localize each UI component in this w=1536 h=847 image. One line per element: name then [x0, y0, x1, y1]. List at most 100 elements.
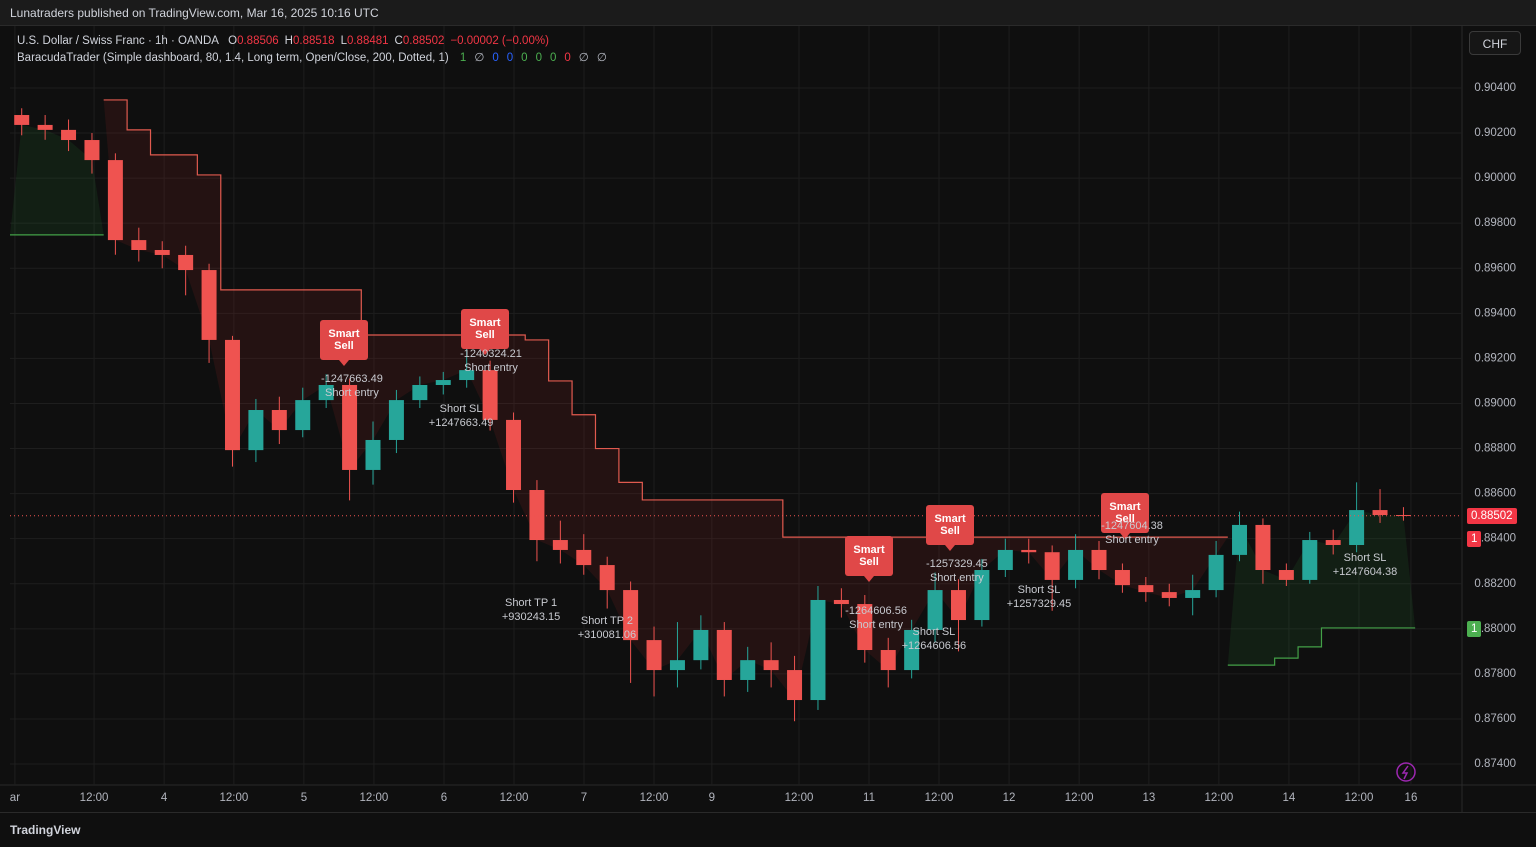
- indicator: BaracudaTrader (Simple dashboard, 80, 1.…: [17, 52, 449, 64]
- x-tick-label: 7: [581, 792, 587, 804]
- note-line: Short entry: [1105, 534, 1159, 547]
- x-tick-label: 13: [1142, 792, 1155, 804]
- candle-body: [1044, 552, 1060, 580]
- x-tick-label: 12:00: [500, 792, 529, 804]
- x-tick-label: 4: [161, 792, 168, 804]
- candle-body: [1185, 590, 1201, 598]
- candle-body: [1232, 524, 1248, 555]
- x-tick-label: 12:00: [219, 792, 248, 804]
- candle-body: [599, 565, 615, 591]
- y-tick-label: 0.87400: [1474, 758, 1516, 770]
- candle-body: [1302, 540, 1318, 580]
- candle-body: [61, 129, 77, 141]
- smart-sell-label: Smart Sell: [319, 319, 368, 366]
- status-value: 0: [549, 52, 557, 64]
- candle-body: [787, 670, 803, 701]
- candle-body: [318, 384, 334, 401]
- candle-body: [623, 590, 639, 641]
- status-value: ∅: [596, 52, 607, 64]
- candle-body: [178, 254, 194, 271]
- x-tick-label: 12:00: [80, 792, 109, 804]
- ohlc-value: 0.88481: [346, 35, 389, 47]
- candle-body: [1325, 540, 1341, 545]
- y-tick-label: 0.89000: [1474, 398, 1516, 410]
- ohlc-value: 0.88506: [237, 35, 279, 47]
- candle-body: [1349, 510, 1365, 545]
- price-tag: 1: [1467, 620, 1482, 637]
- band-line: [103, 99, 1228, 538]
- y-tick-label: 0.88800: [1474, 443, 1516, 455]
- y-tick-label: 0.88600: [1474, 488, 1516, 500]
- ohlc-key: C: [394, 35, 403, 47]
- note-line: Short entry: [929, 572, 984, 585]
- candle-body: [646, 640, 662, 671]
- trade-note: -1257329.45 Short entry: [926, 557, 988, 585]
- note-line: Short TP 1: [504, 597, 558, 610]
- note-line: Short entry: [325, 386, 379, 399]
- publisher-bar: Lunatraders published on TradingView.com…: [0, 0, 1536, 26]
- x-tick-label: 6: [441, 792, 447, 804]
- alert-icon-bolt: [1401, 765, 1409, 780]
- note-line: +930243.15: [501, 611, 561, 624]
- candle-body: [248, 410, 264, 451]
- trade-note: -1247604.38 Short entry: [1101, 519, 1163, 547]
- candle-body: [107, 160, 123, 241]
- x-tick-label: 12:00: [360, 792, 389, 804]
- currency-button[interactable]: CHF: [1469, 31, 1521, 55]
- symbol: U.S. Dollar / Swiss Franc · 1h · OANDA: [17, 35, 219, 47]
- status-value: 0: [492, 52, 499, 64]
- candle-body: [1372, 510, 1388, 516]
- candle-body: [810, 599, 826, 701]
- trade-note: Short TP 1 +930243.15: [502, 596, 560, 624]
- candle-body: [84, 140, 100, 161]
- x-tick-label: 12:00: [1065, 792, 1094, 804]
- candle-body: [950, 590, 966, 621]
- change: −0.00002 (−0.00%): [450, 35, 549, 47]
- status-value: 0: [521, 52, 528, 64]
- candle-body: [201, 270, 217, 340]
- candle-body: [435, 380, 451, 385]
- y-tick-label: 0.89200: [1474, 352, 1516, 364]
- candle-body: [1021, 549, 1037, 553]
- candle-body: [1161, 592, 1177, 598]
- price-tag: 1: [1467, 530, 1482, 547]
- smart-sell-label: Smart Sell: [460, 309, 509, 356]
- candle-body: [927, 590, 943, 630]
- candle-body: [1395, 515, 1411, 517]
- trade-note: Short SL +1264606.56: [902, 625, 967, 653]
- status-value: ∅: [578, 52, 589, 64]
- status-value: 1: [459, 52, 467, 64]
- note-line: Short SL: [912, 625, 956, 638]
- candle-body: [880, 650, 896, 671]
- note-line: +1264606.56: [901, 639, 967, 652]
- y-tick-label: 0.88000: [1474, 623, 1516, 635]
- smart-sell-label: Smart Sell: [1100, 492, 1149, 539]
- trade-note: -1247663.49 Short entry: [321, 372, 383, 400]
- candle-body: [37, 124, 53, 130]
- note-line: Short SL: [1343, 552, 1387, 565]
- candle-body: [740, 660, 756, 680]
- note-line: +310081.06: [577, 629, 637, 642]
- note-line: Short SL: [439, 403, 483, 416]
- note-line: -1240324.21: [460, 348, 522, 361]
- alert-icon: [1396, 762, 1416, 782]
- trade-note: Short TP 2 +310081.06: [578, 614, 636, 642]
- ohlc-value: 0.88502: [402, 35, 445, 47]
- candle-body: [997, 549, 1013, 571]
- trade-note: -1240324.21 Short entry: [460, 347, 522, 375]
- candle-body: [224, 339, 240, 451]
- note-line: +1247663.49: [428, 417, 494, 430]
- candle-body: [974, 570, 990, 621]
- y-tick-label: 0.87800: [1474, 668, 1516, 680]
- publisher: Lunatraders published on TradingView.com…: [10, 6, 379, 20]
- candle-body: [669, 660, 685, 671]
- status-value: 0: [564, 52, 571, 64]
- x-tick-label: 11: [863, 792, 875, 804]
- symbol-row: U.S. Dollar / Swiss Franc · 1h · OANDA O…: [17, 33, 609, 50]
- indicator-row: BaracudaTrader (Simple dashboard, 80, 1.…: [17, 50, 609, 67]
- y-tick-label: 0.88200: [1474, 578, 1516, 590]
- status-value: 0: [506, 52, 514, 64]
- trade-note: Short SL +1257329.45: [1007, 583, 1072, 611]
